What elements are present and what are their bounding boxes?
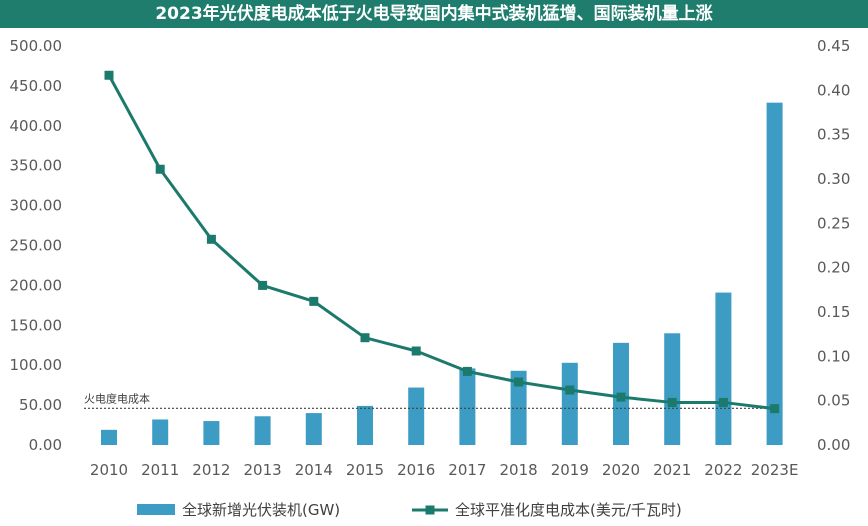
- bar: [254, 416, 271, 445]
- x-tick-label: 2020: [602, 461, 640, 479]
- legend-bar-label: 全球新增光伏装机(GW): [182, 501, 340, 519]
- x-tick-label: 2015: [346, 461, 384, 479]
- right-tick-label: 0.35: [817, 126, 850, 144]
- left-tick-label: 50.00: [19, 396, 62, 414]
- right-tick-label: 0.30: [817, 170, 850, 188]
- line-marker: [258, 280, 268, 290]
- left-tick-label: 250.00: [10, 237, 63, 255]
- line-marker: [206, 234, 216, 244]
- legend: 全球新增光伏装机(GW) 全球平准化度电成本(美元/千瓦时): [137, 501, 682, 519]
- left-tick-label: 300.00: [10, 197, 63, 215]
- chart-title: 2023年光伏度电成本低于火电导致国内集中式装机猛增、国际装机量上涨: [0, 0, 868, 28]
- x-tick-label: 2010: [90, 461, 128, 479]
- left-y-axis: 0.00 50.00 100.00 150.00 200.00 250.00 300.00 3…: [10, 37, 63, 454]
- bar: [152, 419, 169, 445]
- left-tick-label: 150.00: [10, 316, 63, 334]
- x-tick-label: 2021: [653, 461, 691, 479]
- bar: [357, 405, 373, 445]
- bar: [561, 362, 578, 445]
- line-marker: [155, 164, 165, 174]
- line-marker: [360, 333, 370, 343]
- line-marker: [616, 392, 626, 402]
- line-marker: [309, 296, 319, 306]
- bar: [664, 333, 681, 445]
- x-axis: 2010 2011 2012 2013 2014 2015 2016 2017 2018 2019…: [90, 461, 799, 479]
- bar-series: [101, 102, 783, 446]
- bar: [408, 387, 425, 445]
- legend-bar-swatch: [137, 504, 175, 515]
- line-marker: [770, 404, 780, 414]
- x-tick-label: 2019: [551, 461, 589, 479]
- left-tick-label: 0.00: [29, 436, 62, 454]
- right-tick-label: 0.00: [817, 436, 850, 454]
- line-series: [104, 70, 780, 414]
- line-path: [107, 74, 775, 411]
- bar: [305, 413, 322, 445]
- x-tick-label: 2011: [141, 461, 179, 479]
- x-tick-label: 2013: [244, 461, 282, 479]
- right-tick-label: 0.25: [817, 214, 850, 232]
- bar: [715, 292, 732, 445]
- left-tick-label: 400.00: [10, 117, 63, 135]
- right-tick-label: 0.05: [817, 392, 850, 410]
- line-marker: [718, 397, 728, 407]
- right-tick-label: 0.10: [817, 347, 850, 365]
- line-marker: [514, 377, 524, 387]
- legend-line-label: 全球平准化度电成本(美元/千瓦时): [455, 501, 682, 519]
- x-tick-label: 2022: [704, 461, 742, 479]
- line-marker: [411, 346, 421, 356]
- x-tick-label: 2012: [192, 461, 230, 479]
- right-y-axis: 0.00 0.05 0.10 0.15 0.20 0.25 0.30 0.35 0.40 0.45: [817, 37, 850, 454]
- bar: [101, 429, 117, 445]
- bar: [510, 370, 527, 445]
- line-marker: [462, 366, 472, 376]
- bar: [459, 368, 476, 445]
- left-tick-label: 500.00: [10, 37, 63, 55]
- right-tick-label: 0.40: [817, 81, 850, 99]
- x-tick-label: 2017: [448, 461, 486, 479]
- right-tick-label: 0.15: [817, 303, 850, 321]
- left-tick-label: 100.00: [10, 356, 63, 374]
- right-tick-label: 0.20: [817, 259, 850, 277]
- bar: [766, 102, 783, 446]
- line-marker: [565, 385, 575, 395]
- right-tick-label: 0.45: [817, 37, 850, 55]
- x-tick-label: 2016: [397, 461, 435, 479]
- line-marker: [667, 397, 677, 407]
- legend-line-marker: [425, 505, 435, 515]
- reference-line-label: 火电度电成本: [84, 391, 150, 405]
- left-tick-label: 350.00: [10, 157, 63, 175]
- x-tick-label: 2023E: [751, 461, 799, 479]
- bar: [203, 421, 220, 445]
- x-tick-label: 2014: [295, 461, 333, 479]
- left-tick-label: 200.00: [10, 276, 63, 294]
- reference-line: 火电度电成本: [84, 391, 778, 409]
- x-tick-label: 2018: [500, 461, 538, 479]
- line-marker: [104, 70, 114, 80]
- left-tick-label: 450.00: [10, 77, 63, 95]
